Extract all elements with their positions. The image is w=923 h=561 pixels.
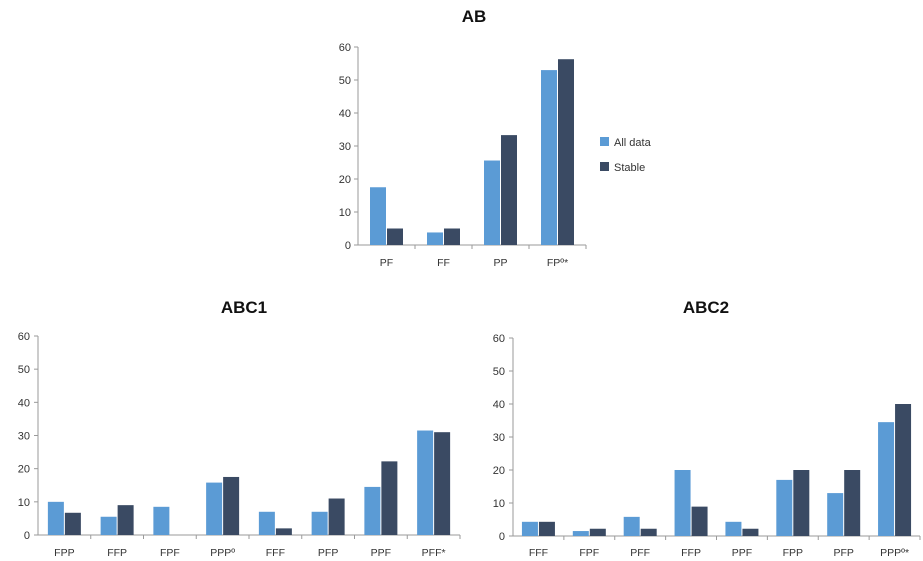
ab-bar-stable [387, 228, 403, 245]
abc2-bar-stable [691, 506, 708, 536]
abc1-bar-all-data [206, 482, 223, 535]
abc2-x-tick-label: FPP [783, 547, 803, 559]
ab-x-tick-label: FPº* [547, 257, 568, 269]
ab-x-tick-label: FF [437, 257, 450, 269]
ab-bar-stable [444, 228, 460, 245]
abc2-bar-stable [895, 404, 912, 536]
abc1-bar-all-data [100, 516, 117, 535]
abc1-y-tick-label: 0 [24, 530, 30, 542]
ab-bar-all-data [541, 70, 557, 245]
abc1-y-tick-label: 60 [18, 331, 30, 343]
abc1-x-tick-label: FFP [107, 547, 127, 559]
abc2-bar-stable [793, 470, 810, 536]
ab-chart: AB 0 10 20 30 40 50 60 PF FF PP FPº* [339, 7, 587, 269]
abc1-bar-stable [328, 498, 345, 535]
ab-bar-all-data [427, 232, 443, 245]
ab-bar-stable [501, 135, 517, 245]
abc1-x-tick-label: PPF [371, 547, 391, 559]
abc2-y-tick-label: 10 [493, 498, 505, 510]
abc2-x-tick-label: FFP [681, 547, 701, 559]
legend-swatch-stable [600, 162, 609, 171]
ab-y-tick-label: 0 [345, 240, 351, 252]
abc1-bar-stable [275, 528, 292, 535]
abc2-x-tick-label: PPF [732, 547, 752, 559]
abc2-bar-stable [589, 528, 606, 536]
abc1-bar-all-data [311, 511, 328, 535]
ab-y-tick-label: 50 [339, 75, 351, 87]
abc1-x-tick-label: FPP [54, 547, 74, 559]
ab-x-tick-label: PP [493, 257, 507, 269]
abc1-bar-all-data [47, 501, 64, 535]
abc1-x-tick-label: FFF [266, 547, 285, 559]
abc1-bar-all-data [153, 506, 170, 535]
abc2-bar-all-data [623, 516, 640, 536]
abc1-bar-stable [64, 512, 81, 535]
abc1-y-tick-label: 30 [18, 431, 30, 443]
ab-y-tick-label: 60 [339, 42, 351, 54]
legend-swatch-all-data [600, 137, 609, 146]
ab-bar-stable [558, 59, 574, 246]
abc2-bar-stable [640, 528, 657, 536]
abc2-bar-all-data [725, 521, 742, 536]
abc1-bar-stable [381, 461, 398, 535]
ab-bar-all-data [484, 160, 500, 245]
abc2-bar-stable [742, 528, 759, 536]
abc2-bar-all-data [674, 470, 691, 536]
abc1-y-tick-label: 50 [18, 364, 30, 376]
abc2-bar-all-data [521, 521, 538, 536]
abc1-x-tick-label: FPF [160, 547, 180, 559]
abc1-bar-all-data [258, 511, 275, 535]
abc2-y-tick-label: 60 [493, 333, 505, 345]
abc1-bar-stable [223, 476, 240, 535]
abc2-chart: ABC2 0 10 20 30 40 50 60 FFF FPF PFF FFP PPF FPP PFP PP… [493, 298, 921, 559]
ab-y-tick-label: 40 [339, 108, 351, 120]
abc2-x-tick-label: PFF [630, 547, 650, 559]
abc2-bar-stable [844, 470, 861, 536]
abc2-y-tick-label: 20 [493, 465, 505, 477]
abc1-bar-all-data [364, 486, 381, 535]
abc2-bar-all-data [572, 531, 589, 536]
abc2-bar-all-data [878, 422, 895, 536]
legend-label-all-data: All data [614, 137, 652, 149]
ab-bar-all-data [370, 187, 386, 245]
abc2-chart-title: ABC2 [683, 298, 729, 317]
abc1-x-tick-label: PFP [318, 547, 338, 559]
abc2-y-tick-label: 40 [493, 399, 505, 411]
abc1-y-tick-label: 20 [18, 464, 30, 476]
abc2-y-tick-label: 50 [493, 366, 505, 378]
ab-chart-title: AB [462, 7, 487, 26]
abc2-x-tick-label: PFP [833, 547, 853, 559]
abc1-y-tick-label: 10 [18, 497, 30, 509]
legend-label-stable: Stable [614, 162, 645, 174]
ab-y-tick-label: 10 [339, 207, 351, 219]
abc1-x-tick-label: PPPº [210, 547, 235, 559]
abc2-x-tick-label: PPPº* [880, 547, 909, 559]
abc2-y-tick-label: 30 [493, 432, 505, 444]
abc2-bar-all-data [776, 479, 793, 536]
legend: All data Stable [600, 137, 652, 174]
abc2-bar-all-data [827, 493, 844, 536]
abc1-chart: ABC1 0 10 20 30 40 50 60 FPP FFP FPF PPPº FFF PFP PPF P… [18, 298, 461, 559]
abc1-bar-stable [117, 505, 134, 535]
abc1-y-tick-label: 40 [18, 397, 30, 409]
abc1-bar-stable [434, 432, 451, 535]
ab-y-tick-label: 30 [339, 141, 351, 153]
abc1-chart-title: ABC1 [221, 298, 267, 317]
abc1-x-tick-label: PFF* [422, 547, 446, 559]
abc2-bar-stable [538, 521, 555, 536]
ab-y-tick-label: 20 [339, 174, 351, 186]
abc2-x-tick-label: FFF [529, 547, 548, 559]
abc2-y-tick-label: 0 [499, 531, 505, 543]
ab-x-tick-label: PF [380, 257, 393, 269]
abc1-bar-all-data [417, 430, 434, 535]
abc2-x-tick-label: FPF [579, 547, 599, 559]
